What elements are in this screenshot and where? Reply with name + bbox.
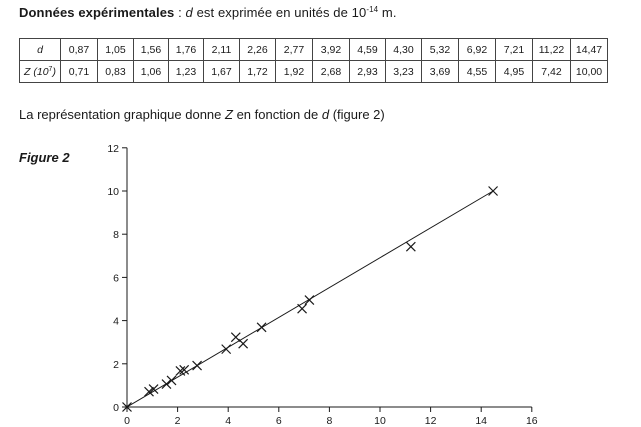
y-tick-label: 6 [113, 272, 119, 284]
heading-unit: m. [378, 5, 397, 20]
data-point [122, 402, 132, 412]
data-point [230, 332, 241, 343]
table-cell-z: 2,68 [312, 60, 350, 83]
row-label-z-pre: Z (10 [24, 65, 49, 78]
table-cell-z: 0,71 [60, 60, 98, 83]
table-cell-z: 10,00 [570, 60, 608, 83]
table-row-z: Z (107) 0,71 0,83 1,06 1,23 1,67 1,72 1,92 2,68… [19, 60, 608, 83]
x-tick-label: 14 [475, 415, 487, 427]
x-tick-label: 6 [276, 415, 282, 427]
y-tick-label: 0 [113, 402, 119, 414]
row-label-z-post: ) [52, 65, 56, 78]
y-tick-label: 4 [113, 316, 119, 328]
heading: Données expérimentales : d est exprimée … [19, 5, 397, 20]
table-cell-d: 14,47 [570, 38, 608, 61]
table-cell-z: 3,69 [421, 60, 459, 83]
table-cell-z: 1,06 [133, 60, 169, 83]
y-tick-label: 8 [113, 229, 119, 241]
table-row-d: d 0,87 1,05 1,56 1,76 2,11 2,26 2,77 3,92 4,59 4,… [19, 38, 608, 61]
data-point [179, 364, 190, 375]
data-point [148, 384, 159, 394]
x-tick-label: 16 [526, 415, 538, 427]
x-tick-label: 4 [225, 415, 231, 427]
data-table: d 0,87 1,05 1,56 1,76 2,11 2,26 2,77 3,92 4,59 4,… [19, 38, 608, 83]
table-cell-z: 1,67 [203, 60, 240, 83]
table-cell-d: 11,22 [532, 38, 571, 61]
x-tick-label: 2 [175, 415, 181, 427]
x-tick-label: 0 [124, 415, 130, 427]
y-tick-label: 2 [113, 359, 119, 371]
caption-pre: La représentation graphique donne [19, 107, 225, 122]
x-tick-label: 12 [425, 415, 437, 427]
table-cell-d: 3,92 [312, 38, 350, 61]
caption-var1: Z [225, 107, 233, 122]
table-cell-d: 5,32 [421, 38, 459, 61]
table-cell-z: 3,23 [385, 60, 422, 83]
data-point [221, 344, 232, 355]
data-point [405, 241, 416, 252]
heading-var: d [185, 5, 193, 20]
table-cell-z: 1,92 [275, 60, 313, 83]
data-point [238, 338, 249, 349]
data-point [161, 379, 172, 390]
data-point [488, 186, 499, 196]
table-cell-z: 4,55 [458, 60, 496, 83]
data-point [175, 366, 186, 376]
y-tick-label: 10 [107, 186, 119, 198]
data-point [144, 386, 154, 397]
row-label-z: Z (107) [19, 60, 61, 83]
data-point [256, 322, 267, 333]
x-tick-label: 8 [326, 415, 332, 427]
caption-post: (figure 2) [329, 107, 385, 122]
caption-var2: d [321, 107, 330, 122]
x-tick-label: 10 [374, 415, 386, 427]
data-point [192, 360, 203, 371]
caption: La représentation graphique donne Z en f… [19, 107, 385, 122]
data-point [297, 303, 308, 314]
figure-label: Figure 2 [19, 150, 70, 165]
heading-exponent: -14 [366, 5, 379, 14]
y-tick-label: 12 [107, 143, 119, 155]
heading-colon: : [174, 5, 186, 20]
caption-mid: en fonction de [232, 107, 322, 122]
table-cell-d: 1,56 [133, 38, 169, 61]
heading-text: est exprimée en unités de 10 [192, 5, 367, 20]
data-point [304, 295, 315, 306]
data-point [166, 375, 177, 386]
row-label-z-exp: 7 [48, 65, 53, 73]
heading-bold: Données expérimentales [19, 5, 175, 20]
table-cell-z: 4,95 [495, 60, 533, 83]
